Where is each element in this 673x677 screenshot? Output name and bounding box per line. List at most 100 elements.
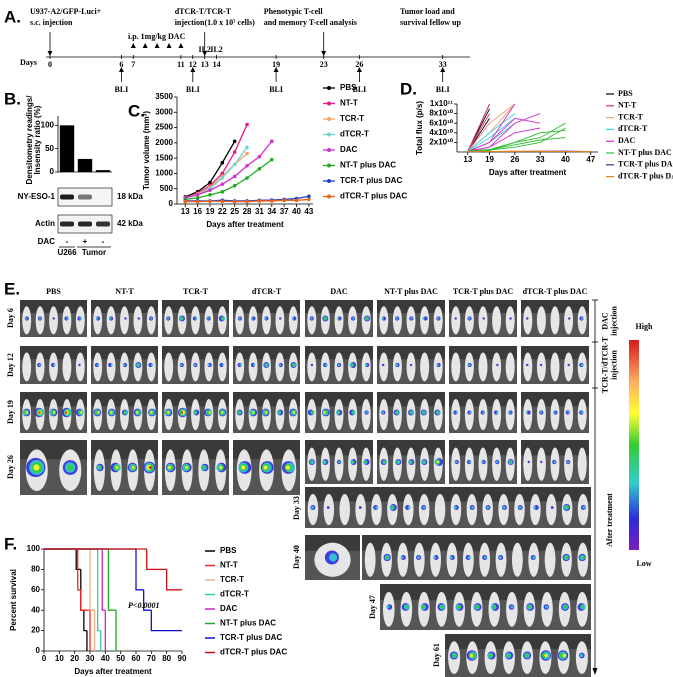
legend-label: NT-T plus DAC [340,161,396,170]
data-point [282,198,286,203]
legend-label: PBS [220,546,237,555]
x-tick-label: 25 [230,207,239,216]
arrow-head [118,67,124,72]
signal [291,363,295,367]
survival-step [97,549,101,632]
survival-step [143,589,152,611]
photo-bg [362,550,591,580]
y-tick-label: 0 [169,199,174,208]
legend-label: NT-T plus DAC [220,619,276,628]
mouse [379,352,389,382]
signal [410,460,413,464]
mouse [35,352,45,382]
data-point [257,167,262,171]
x-tick-label: 90 [178,654,187,663]
y-tick-label: 1x10¹¹ [430,99,453,108]
data-point [245,122,249,127]
signal [252,363,256,367]
y-tick-label: 60 [31,585,40,594]
mouse [505,306,515,335]
x-tick-label: - [66,237,69,246]
legend-label: DAC [618,136,636,145]
legend-label: TCR-T plus DAC [220,633,282,642]
survival-step [146,549,167,571]
signal [527,460,531,464]
bli-label: BLI [436,85,450,94]
follow-up-label: Tumor load and [400,7,455,16]
signal [395,363,399,367]
mouse-line [467,127,541,152]
day-label: Day 12 [6,353,15,377]
blot-row-label: Actin [35,219,55,228]
signal [109,317,112,320]
signal [457,605,462,609]
mouse [523,447,533,481]
scale-label: High [636,322,653,331]
group-header: DAC [330,287,348,296]
signal [421,605,425,609]
signal [410,317,413,320]
mouse [478,447,488,481]
signal [422,506,426,509]
legend-marker [327,194,331,199]
data-point [195,193,200,197]
mouse [536,306,546,335]
mouse-line [467,117,541,152]
data-point [208,199,212,204]
x-tick-label: 50 [116,654,125,663]
signal [408,411,412,414]
arrow-head [592,668,598,675]
signal [148,465,152,470]
x-tick-label: 37 [280,207,289,216]
signal [208,411,212,414]
data-point [208,193,212,197]
mouse-line [467,103,516,152]
x-tick-label: 19 [206,207,215,216]
signal [285,465,290,470]
signal [207,363,211,367]
signal [352,317,355,320]
signal [436,363,439,367]
mouse [451,306,461,335]
signal [310,363,314,367]
survival-step [135,549,144,591]
signal [329,553,338,562]
signal [136,363,139,367]
data-point [208,188,212,193]
signal [409,410,415,415]
signal [381,411,385,414]
timeline-tick-label: 6 [119,60,123,69]
y-tick-label: 50 [45,144,54,153]
signal [185,465,189,470]
mouse-line [467,137,566,152]
mouse [334,447,344,481]
signal [405,605,409,609]
blot-band [78,194,92,200]
series-line [185,159,273,201]
signal [381,317,385,320]
signal [323,411,326,414]
legend-marker [327,132,331,137]
y-tick-label: 500 [160,184,174,193]
signal [390,506,394,509]
y-tick-label: 100 [27,544,41,553]
data-point [195,199,200,204]
legend-label: dTCR-T plus DAC [618,171,673,180]
mouse [106,352,116,382]
data-point [245,163,249,168]
blot-group-label: Tumor [82,248,106,257]
mouse [577,447,587,481]
legend-label: NT-T plus DAC [618,148,672,157]
signal [525,653,529,658]
x-tick-label: 22 [218,207,227,216]
panel-label: E. [4,279,20,298]
x-axis-label: Days after treatment [206,220,284,229]
x-tick-label: 13 [181,207,190,216]
signal [323,317,327,320]
signal [167,411,170,414]
signal [179,363,183,367]
signal [365,411,368,414]
signal [526,363,529,367]
signal [483,556,487,559]
signal [78,363,81,367]
